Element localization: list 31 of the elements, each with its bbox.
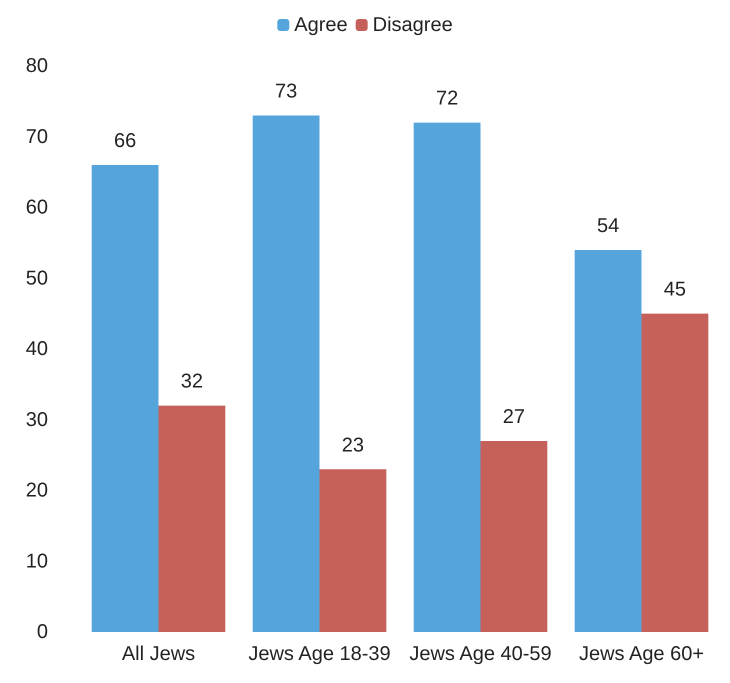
y-tick-label: 40 <box>26 338 48 360</box>
x-tick-label: Jews Age 40-59 <box>409 643 552 665</box>
data-label: 32 <box>180 370 204 393</box>
data-label: 72 <box>436 88 458 110</box>
legend-label: Disagree <box>372 14 453 36</box>
y-tick-label: 30 <box>26 408 48 431</box>
bar <box>414 122 480 632</box>
y-tick-label: 70 <box>26 126 48 148</box>
y-tick-label: 80 <box>26 55 48 77</box>
data-label: 23 <box>342 434 364 456</box>
data-label: 27 <box>502 406 526 428</box>
bar <box>642 314 708 632</box>
bar <box>252 116 320 632</box>
y-tick-label: 60 <box>26 196 48 218</box>
y-tick-label: 20 <box>26 480 48 502</box>
data-label: 73 <box>274 80 298 103</box>
data-label: 54 <box>596 214 620 237</box>
bar <box>480 440 548 632</box>
x-tick-label: All Jews <box>122 643 196 665</box>
bar <box>92 165 158 632</box>
data-label: 45 <box>664 278 686 301</box>
bar <box>320 469 386 632</box>
data-label: 66 <box>114 130 136 152</box>
bar <box>158 406 226 632</box>
x-tick-label: Jews Age 18-39 <box>248 643 391 665</box>
x-tick-label: Jews Age 60+ <box>578 643 704 665</box>
bar <box>574 250 642 632</box>
y-tick-label: 10 <box>26 550 48 572</box>
y-tick-label: 50 <box>26 267 48 290</box>
legend-label: Agree <box>294 14 348 36</box>
y-tick-label: 0 <box>36 621 48 643</box>
